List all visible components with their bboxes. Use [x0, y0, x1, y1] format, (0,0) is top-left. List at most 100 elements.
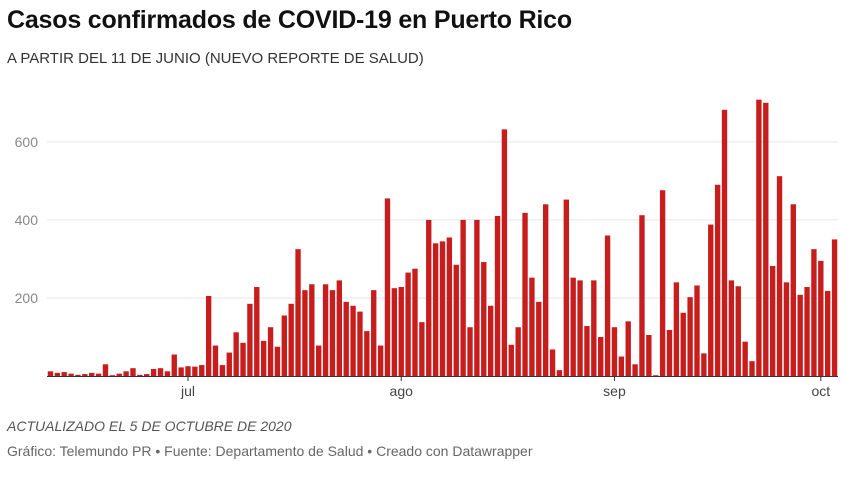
bar	[625, 321, 631, 376]
bar	[646, 335, 652, 376]
bar	[316, 345, 322, 376]
bar	[515, 327, 521, 376]
bar	[749, 361, 755, 376]
bar	[804, 287, 810, 376]
bar	[831, 239, 838, 376]
bar	[439, 241, 446, 376]
bar	[350, 305, 356, 376]
bar	[171, 354, 177, 376]
bar	[549, 349, 556, 376]
bar	[501, 129, 508, 376]
bar	[763, 102, 769, 376]
bar	[95, 373, 102, 376]
bar	[474, 219, 480, 376]
bar	[742, 341, 748, 376]
bar	[343, 301, 349, 376]
bar	[226, 352, 232, 376]
bar	[260, 340, 267, 377]
bar	[391, 288, 398, 376]
bar	[481, 262, 487, 376]
bar	[137, 374, 143, 376]
bar	[233, 332, 239, 376]
y-tick-label: 200	[15, 290, 39, 306]
bar	[178, 367, 184, 376]
bar	[618, 356, 625, 376]
bar	[377, 345, 384, 376]
bar	[721, 109, 728, 376]
bar-chart: 200 400 600 jul ago sep oct	[15, 99, 838, 399]
bar	[460, 219, 466, 376]
x-tick-label: sep	[603, 383, 626, 399]
bar	[570, 277, 576, 376]
chart-subtitle: A PARTIR DEL 11 DE JUNIO (NUEVO REPORTE …	[7, 50, 424, 67]
bar	[653, 375, 659, 376]
bar	[776, 176, 783, 376]
bar	[577, 280, 583, 376]
tick-labels: 200 400 600 jul ago sep oct	[15, 134, 831, 399]
bar	[714, 184, 721, 376]
bar	[783, 282, 790, 376]
bar	[542, 204, 549, 376]
bar	[150, 368, 157, 376]
bar	[247, 303, 253, 376]
bar	[453, 264, 459, 376]
bar	[825, 290, 831, 376]
bar	[144, 374, 150, 376]
bar	[205, 295, 212, 376]
bar	[412, 268, 418, 376]
bar	[384, 198, 391, 376]
bar	[54, 372, 60, 376]
bar	[508, 344, 514, 376]
bar	[199, 365, 205, 376]
bar	[109, 375, 116, 376]
bar	[639, 215, 645, 376]
bar	[281, 315, 287, 376]
bar	[632, 364, 638, 376]
bar	[364, 331, 370, 376]
bar	[68, 373, 74, 376]
bar	[130, 368, 136, 376]
bar	[254, 287, 260, 376]
x-tick-label: oct	[811, 383, 830, 399]
bar	[487, 305, 494, 376]
bar	[426, 219, 432, 376]
bar	[116, 373, 122, 376]
bar	[797, 294, 803, 376]
bar	[529, 277, 535, 376]
bar	[591, 280, 597, 376]
bar	[666, 329, 673, 376]
bar	[598, 336, 604, 376]
bar	[89, 372, 95, 376]
bar	[82, 374, 88, 376]
bar	[212, 345, 219, 376]
bar	[185, 366, 191, 376]
bar	[611, 327, 618, 376]
bar	[123, 371, 129, 376]
source-credit: Gráfico: Telemundo PR • Fuente: Departam…	[7, 443, 533, 459]
bar	[446, 237, 453, 376]
bar	[680, 312, 686, 376]
bar	[811, 249, 817, 376]
bar	[659, 190, 666, 376]
bar	[371, 290, 377, 376]
bar	[522, 212, 528, 376]
x-tick-label: ago	[390, 383, 414, 399]
bar	[75, 374, 81, 376]
bar	[102, 364, 109, 376]
chart-title: Casos confirmados de COVID-19 en Puerto …	[7, 6, 572, 34]
bar	[494, 215, 501, 376]
bar	[756, 99, 762, 377]
bar	[584, 326, 590, 376]
updated-note: ACTUALIZADO EL 5 DE OCTUBRE DE 2020	[7, 418, 292, 434]
bar	[728, 280, 735, 376]
bar	[694, 285, 700, 376]
bar	[419, 322, 425, 376]
bar	[336, 280, 343, 376]
bar	[790, 204, 796, 376]
bar	[295, 249, 301, 376]
bar	[467, 327, 473, 376]
bar	[61, 372, 67, 376]
bar	[687, 297, 693, 376]
bar	[398, 287, 404, 376]
x-tick-label: jul	[180, 383, 195, 399]
